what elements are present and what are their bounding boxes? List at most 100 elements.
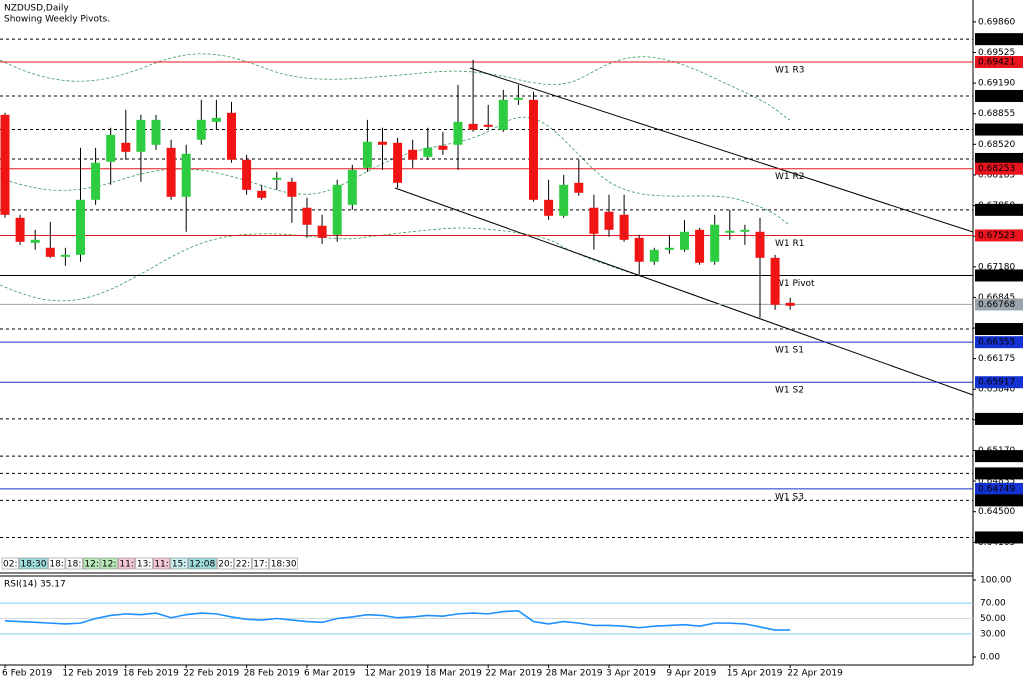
time-box [269,557,298,570]
candle-body [649,249,659,262]
level-box [975,89,1023,102]
time-box [135,557,153,570]
level-box [975,336,1023,349]
y-tick-label: 0.68855 [978,109,1015,119]
level-value: 0.69421 [978,57,1015,67]
time-box [234,557,252,570]
candle-body [740,229,750,232]
candle-body [680,231,689,250]
level-value: 0.64218 [978,533,1015,543]
y-tick-label: 0.69190 [978,79,1015,89]
x-tick-label: 15 Apr 2019 [727,669,783,679]
candle-body [634,237,644,262]
candle-body [302,207,312,225]
y-tick-label: 0.65840 [978,385,1015,395]
level-box [975,203,1023,216]
level-box [975,55,1023,68]
time-label: 15: [172,560,186,570]
candle-body [664,247,674,250]
level-box [975,412,1023,425]
time-box [19,557,48,570]
time-box [100,557,118,570]
level-box [975,482,1023,495]
y-tick-label: 0.64500 [978,507,1015,517]
level-name: W1 R3 [775,65,804,75]
level-box [975,152,1023,165]
candle-body [242,159,252,190]
candle-body [287,181,297,197]
level-box [975,229,1023,242]
trendline [469,67,974,233]
level-name: W1 Pivot [775,279,815,289]
x-tick-label: 18 Feb 2019 [123,669,179,679]
candle-body [227,112,236,160]
time-label: 17: [253,560,267,570]
time-label: 11: [154,560,168,570]
rsi-tick-label: 100.00 [980,576,1012,586]
candle-body [468,123,478,130]
x-tick-label: 22 Mar 2019 [485,669,542,679]
time-box [170,557,188,570]
time-box [118,557,136,570]
candle-body [423,147,433,157]
level-value: 0.69671 [978,35,1015,45]
candle-body [378,141,387,145]
x-tick-label: 6 Feb 2019 [2,669,53,679]
time-box [153,557,171,570]
candle-body [438,145,448,150]
candle-body [121,142,131,152]
level-value: 0.67523 [978,231,1015,241]
y-tick-label: 0.66175 [978,354,1015,364]
time-label: 13: [137,560,151,570]
candle-body [106,134,116,162]
y-tick-label: 0.69525 [978,48,1015,58]
candle-body [317,225,327,238]
candle-body [45,247,55,257]
x-tick-label: 9 Apr 2019 [666,669,716,679]
x-tick-label: 6 Mar 2019 [304,669,356,679]
level-name: W1 R2 [775,172,804,182]
indicator-overlay [0,53,974,396]
time-box [251,557,269,570]
level-box [975,531,1023,544]
candle-body [589,207,599,234]
candle-body [76,199,85,255]
candle-body [513,97,523,100]
level-box [975,467,1023,480]
time-box [188,557,217,570]
candle-body [211,117,221,122]
candle-body [257,190,267,198]
time-label: 18:30 [271,560,297,570]
time-label: 12: [84,560,98,570]
time-label: 18:30 [20,560,46,570]
y-tick-label: 0.69860 [978,17,1015,27]
level-box [975,323,1023,336]
time-label: 20: [218,560,232,570]
candle-body [710,224,720,262]
level-value: 0.67085 [978,271,1015,281]
x-tick-label: 22 Feb 2019 [183,669,239,679]
y-tick-label: 0.68520 [978,140,1015,150]
candle-body [362,141,372,168]
level-value: 0.64624 [978,496,1015,506]
rsi-line [4,609,791,631]
time-box [65,557,83,570]
rsi-tick-label: 0.00 [980,653,1000,663]
x-tick-label: 22 Apr 2019 [787,669,843,679]
level-name: W1 S1 [775,346,804,356]
rsi-tick-label: 50.00 [980,614,1006,624]
x-tick-label: 3 Apr 2019 [606,669,656,679]
level-box [975,450,1023,463]
candle-body [483,124,493,127]
candle-body [785,302,795,306]
y-tick-label: 0.64835 [978,477,1015,487]
candle-body [0,114,10,215]
candle-body [559,184,569,216]
rsi-tick-label: 30.00 [980,629,1006,639]
level-box [975,162,1023,175]
x-tick-label: 12 Feb 2019 [62,669,118,679]
candle-body [272,177,282,180]
candle-body [347,169,357,205]
x-tick-label: 18 Mar 2019 [425,669,482,679]
